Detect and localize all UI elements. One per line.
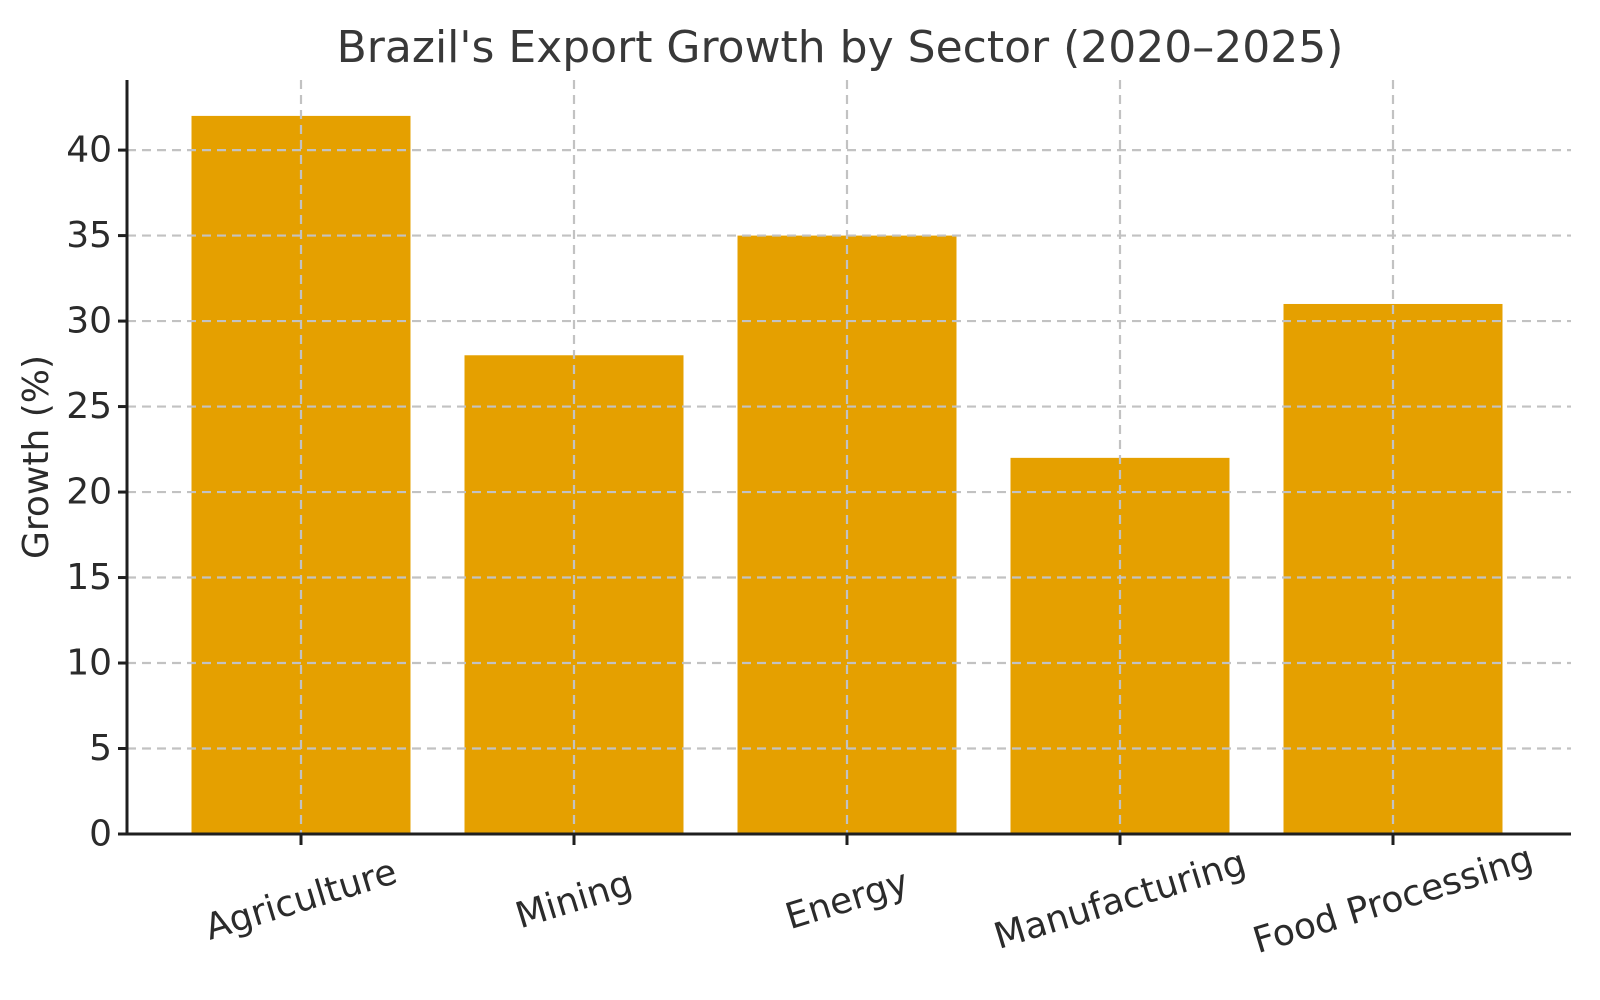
y-axis-title: Growth (%) (16, 355, 57, 559)
y-tick-label-15: 15 (66, 557, 112, 598)
x-tick-label-agriculture: Agriculture (200, 851, 401, 948)
x-tick-label-manufacturing: Manufacturing (989, 842, 1250, 957)
y-tick-label-5: 5 (89, 728, 112, 769)
y-tick-label-30: 30 (66, 301, 112, 342)
y-tick-label-10: 10 (66, 643, 112, 684)
plot-area: 0 5 10 15 20 25 30 35 40 Agriculture Mining Energy M… (66, 80, 1571, 962)
x-tick-label-energy: Energy (781, 862, 914, 938)
y-tick-label-20: 20 (66, 472, 112, 513)
x-tick-label-mining: Mining (511, 863, 637, 937)
y-tick-label-40: 40 (66, 130, 112, 171)
chart-title: Brazil's Export Growth by Sector (2020–2… (337, 22, 1344, 73)
y-tick-label-35: 35 (66, 215, 112, 256)
y-tick-label-0: 0 (89, 814, 112, 855)
x-tick-label-food-processing: Food Processing (1248, 838, 1537, 962)
y-tick-label-25: 25 (66, 386, 112, 427)
